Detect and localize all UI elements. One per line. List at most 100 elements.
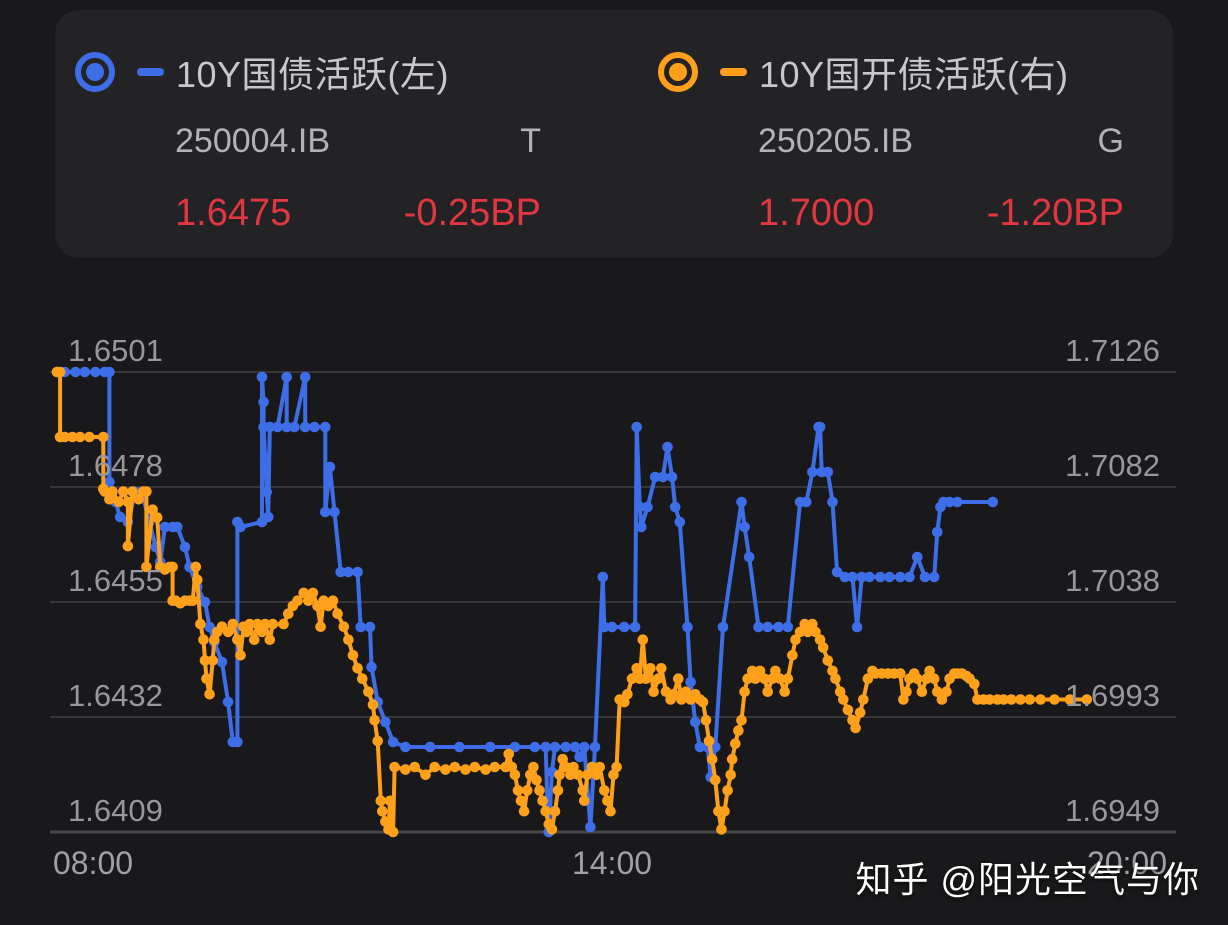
data-point-cdb-10y xyxy=(1035,694,1046,705)
data-point-treasury-10y xyxy=(70,366,81,378)
data-point-cdb-10y xyxy=(469,761,481,773)
data-point-cdb-10y xyxy=(928,673,940,684)
yield-change-bp: -1.20BP xyxy=(986,192,1124,234)
data-point-treasury-10y xyxy=(847,571,858,583)
data-point-cdb-10y xyxy=(537,795,548,807)
data-point-cdb-10y xyxy=(367,699,379,710)
data-point-cdb-10y xyxy=(626,673,638,684)
data-point-treasury-10y xyxy=(743,551,755,563)
quote-panel: 10Y国债活跃(左) 250004.IB T 1.6475 -0.25BP 10… xyxy=(55,10,1173,258)
data-point-treasury-10y xyxy=(827,496,838,508)
data-point-cdb-10y xyxy=(762,686,773,697)
data-point-cdb-10y xyxy=(787,650,798,661)
legend-row-treasury[interactable]: 10Y国债活跃(左) xyxy=(75,48,449,96)
data-point-treasury-10y xyxy=(574,751,585,763)
radio-selected-icon[interactable] xyxy=(658,52,698,92)
data-point-cdb-10y xyxy=(141,486,152,497)
data-point-cdb-10y xyxy=(984,694,995,705)
data-point-cdb-10y xyxy=(540,805,551,817)
data-point-cdb-10y xyxy=(924,665,935,677)
data-point-treasury-10y xyxy=(807,466,818,478)
right-axis-label: 1.7038 xyxy=(1065,563,1160,598)
data-point-cdb-10y xyxy=(648,686,659,697)
data-point-treasury-10y xyxy=(904,571,915,583)
data-point-treasury-10y xyxy=(299,371,311,383)
data-point-cdb-10y xyxy=(725,769,736,781)
data-point-treasury-10y xyxy=(666,471,678,483)
data-point-treasury-10y xyxy=(258,396,269,408)
data-point-treasury-10y xyxy=(320,506,331,518)
data-point-cdb-10y xyxy=(357,673,368,684)
data-point-treasury-10y xyxy=(114,511,126,523)
data-point-treasury-10y xyxy=(629,621,641,633)
data-point-treasury-10y xyxy=(912,551,923,563)
data-point-treasury-10y xyxy=(694,741,706,753)
data-point-cdb-10y xyxy=(307,587,319,599)
data-point-cdb-10y xyxy=(122,496,134,508)
data-point-cdb-10y xyxy=(1006,694,1017,705)
data-point-cdb-10y xyxy=(259,618,271,630)
data-point-treasury-10y xyxy=(424,741,436,753)
data-point-cdb-10y xyxy=(710,774,721,786)
data-point-treasury-10y xyxy=(831,566,843,578)
data-point-cdb-10y xyxy=(227,618,239,630)
data-point-treasury-10y xyxy=(222,696,234,708)
data-point-treasury-10y xyxy=(649,471,661,483)
data-point-cdb-10y xyxy=(560,761,572,773)
data-point-treasury-10y xyxy=(262,511,274,523)
data-point-treasury-10y xyxy=(762,621,773,633)
data-point-cdb-10y xyxy=(605,805,616,817)
x-axis-label: 20:00 xyxy=(1087,845,1167,881)
data-point-treasury-10y xyxy=(631,421,642,433)
data-point-cdb-10y xyxy=(283,608,294,619)
legend-row-cdb[interactable]: 10Y国开债活跃(右) xyxy=(658,48,1069,96)
data-point-cdb-10y xyxy=(916,686,928,697)
data-point-treasury-10y xyxy=(179,541,191,553)
data-point-treasury-10y xyxy=(299,421,311,433)
data-point-cdb-10y xyxy=(113,496,124,508)
data-point-cdb-10y xyxy=(201,673,212,684)
data-point-cdb-10y xyxy=(192,574,203,586)
data-point-cdb-10y xyxy=(151,512,163,523)
data-point-treasury-10y xyxy=(272,421,283,433)
data-point-cdb-10y xyxy=(327,595,339,606)
data-point-cdb-10y xyxy=(107,486,118,497)
data-point-treasury-10y xyxy=(172,521,183,533)
data-point-cdb-10y xyxy=(232,634,243,645)
data-point-treasury-10y xyxy=(875,571,886,583)
data-point-cdb-10y xyxy=(98,431,109,443)
data-point-treasury-10y xyxy=(851,621,863,633)
data-point-cdb-10y xyxy=(802,626,814,638)
data-point-treasury-10y xyxy=(324,461,336,473)
data-point-cdb-10y xyxy=(347,650,359,661)
data-point-cdb-10y xyxy=(754,665,766,677)
data-point-cdb-10y xyxy=(99,486,111,497)
data-point-cdb-10y xyxy=(429,761,441,773)
data-point-treasury-10y xyxy=(261,486,273,498)
data-point-cdb-10y xyxy=(518,805,530,817)
data-point-cdb-10y xyxy=(509,769,521,781)
radio-selected-icon[interactable] xyxy=(75,52,115,92)
data-point-cdb-10y xyxy=(389,761,400,773)
left-axis-label: 1.6478 xyxy=(68,448,163,483)
data-point-cdb-10y xyxy=(363,686,374,697)
data-point-cdb-10y xyxy=(375,795,387,807)
data-point-cdb-10y xyxy=(736,714,747,726)
data-point-treasury-10y xyxy=(589,741,601,753)
data-point-treasury-10y xyxy=(822,466,834,478)
data-point-cdb-10y xyxy=(74,431,86,443)
data-point-treasury-10y xyxy=(90,366,101,378)
data-point-cdb-10y xyxy=(622,689,633,700)
data-point-treasury-10y xyxy=(335,566,347,578)
data-point-treasury-10y xyxy=(104,366,115,378)
data-point-cdb-10y xyxy=(716,824,727,835)
data-point-cdb-10y xyxy=(264,634,276,645)
data-point-cdb-10y xyxy=(531,774,542,786)
data-point-cdb-10y xyxy=(440,764,451,775)
data-point-cdb-10y xyxy=(640,673,652,684)
data-point-treasury-10y xyxy=(204,621,215,633)
right-axis-label: 1.7126 xyxy=(1065,333,1160,368)
data-point-cdb-10y xyxy=(244,618,255,630)
data-point-cdb-10y xyxy=(549,805,561,817)
